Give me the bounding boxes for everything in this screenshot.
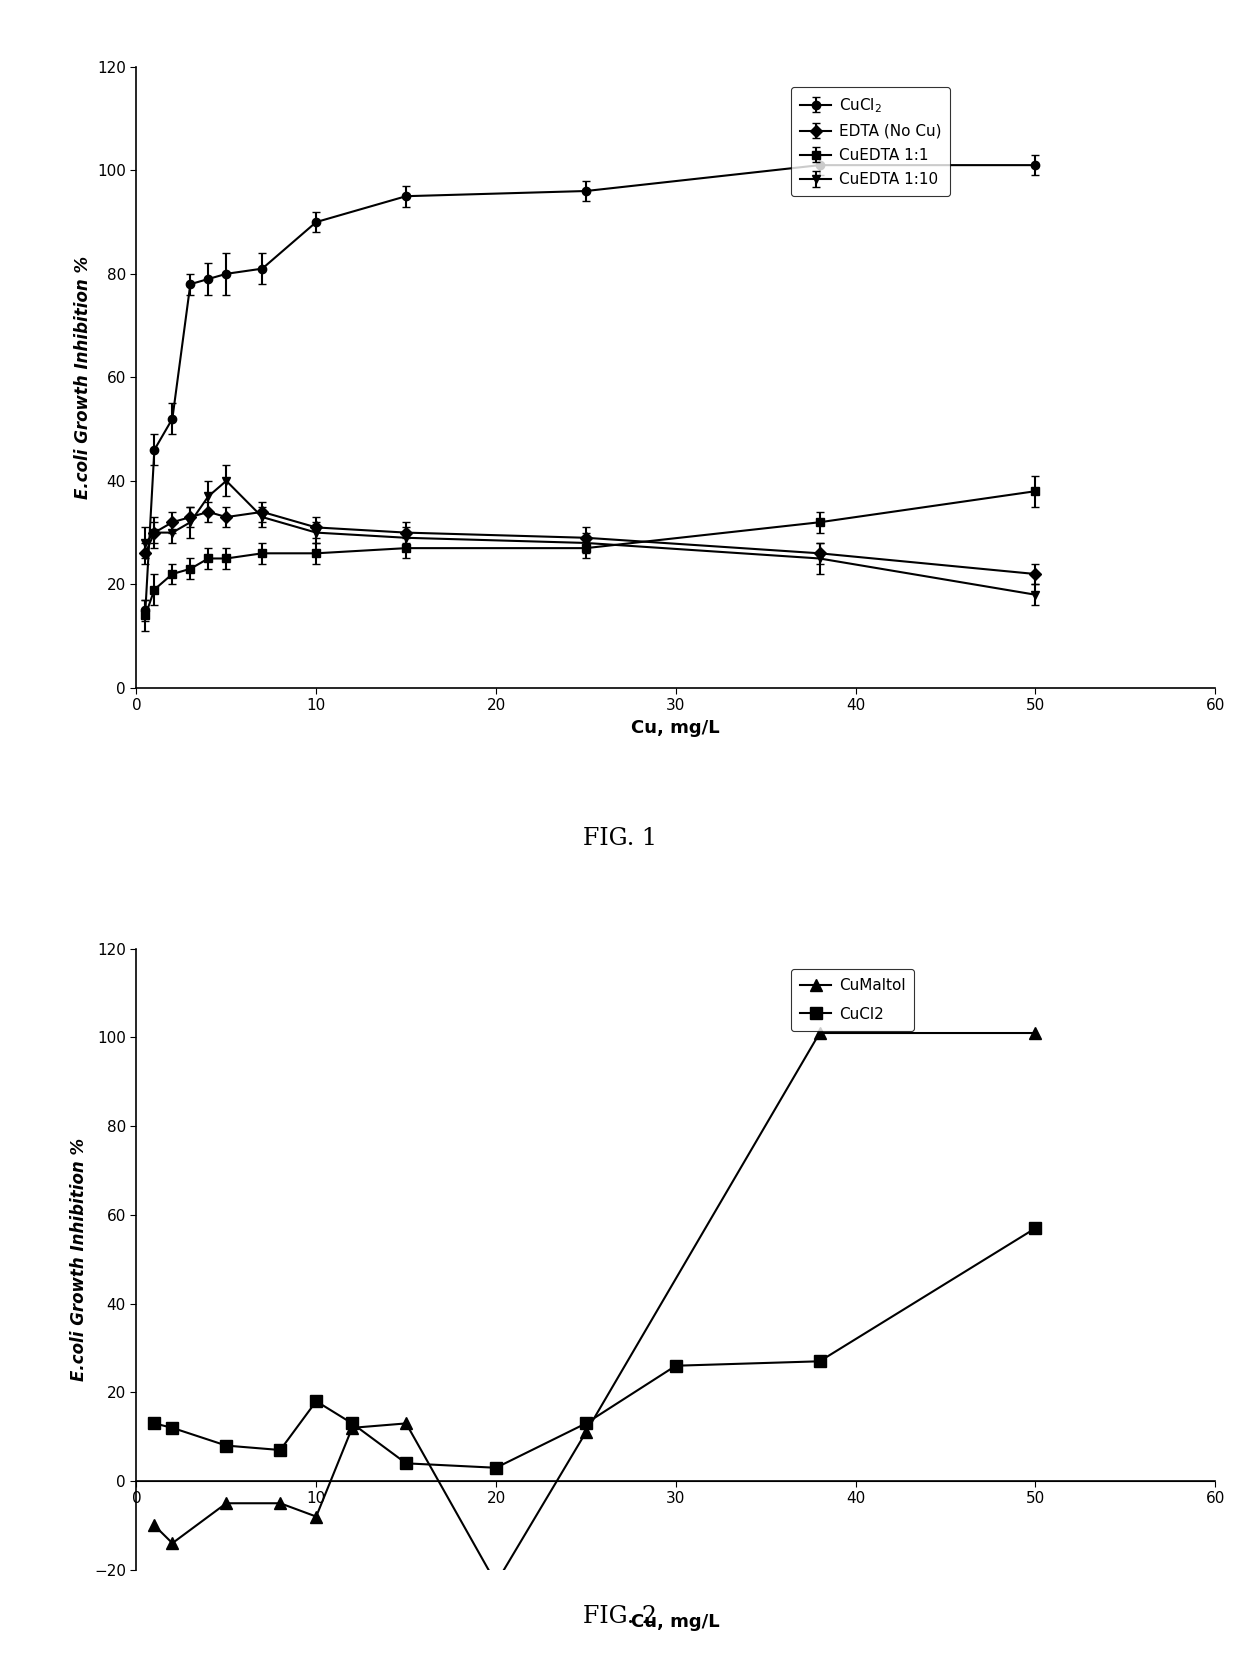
- CuMaltol: [489, 1573, 503, 1593]
- Text: FIG. 2: FIG. 2: [583, 1605, 657, 1628]
- Y-axis label: E.coli Growth Inhibition %: E.coli Growth Inhibition %: [71, 1137, 88, 1381]
- X-axis label: Cu, mg/L: Cu, mg/L: [631, 1613, 720, 1632]
- CuCl2: [309, 1391, 324, 1411]
- Line: CuMaltol: CuMaltol: [149, 1027, 1040, 1588]
- CuCl2: [1028, 1217, 1043, 1237]
- Legend: CuMaltol, CuCl2: CuMaltol, CuCl2: [791, 969, 914, 1030]
- CuCl2: [578, 1413, 593, 1433]
- CuMaltol: [146, 1515, 161, 1535]
- Text: FIG. 1: FIG. 1: [583, 827, 657, 850]
- CuMaltol: [218, 1493, 233, 1513]
- CuCl2: [489, 1458, 503, 1478]
- CuCl2: [399, 1453, 414, 1473]
- CuCl2: [668, 1356, 683, 1376]
- CuMaltol: [273, 1493, 288, 1513]
- CuCl2: [218, 1436, 233, 1456]
- Legend: CuCl$_2$, EDTA (No Cu), CuEDTA 1:1, CuEDTA 1:10: CuCl$_2$, EDTA (No Cu), CuEDTA 1:1, CuED…: [791, 87, 950, 197]
- CuCl2: [812, 1351, 827, 1371]
- X-axis label: Cu, mg/L: Cu, mg/L: [631, 718, 720, 736]
- CuMaltol: [399, 1413, 414, 1433]
- CuMaltol: [812, 1024, 827, 1044]
- CuMaltol: [578, 1423, 593, 1443]
- CuCl2: [165, 1418, 180, 1438]
- CuMaltol: [165, 1533, 180, 1553]
- CuMaltol: [309, 1506, 324, 1526]
- Y-axis label: E.coli Growth Inhibition %: E.coli Growth Inhibition %: [73, 256, 92, 499]
- CuCl2: [273, 1440, 288, 1460]
- CuCl2: [345, 1413, 360, 1433]
- CuMaltol: [345, 1418, 360, 1438]
- CuCl2: [146, 1413, 161, 1433]
- Line: CuCl2: CuCl2: [149, 1222, 1040, 1473]
- CuMaltol: [1028, 1024, 1043, 1044]
